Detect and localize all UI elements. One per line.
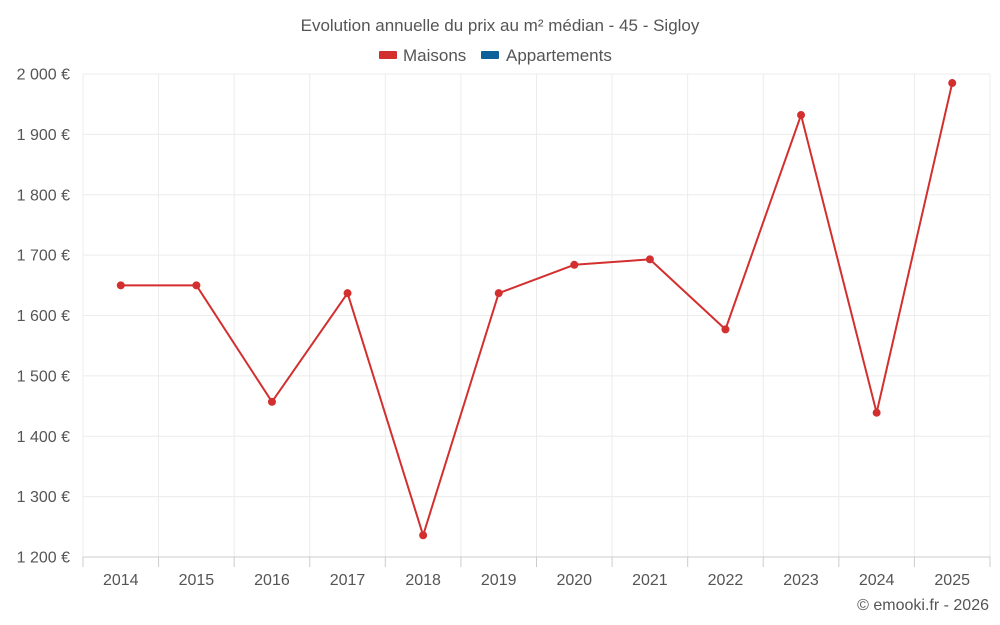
data-point[interactable]: [116, 281, 125, 290]
y-tick-label: 1 500 €: [17, 368, 70, 385]
data-point[interactable]: [419, 531, 428, 540]
data-point[interactable]: [797, 111, 806, 120]
x-tick-label: 2019: [481, 572, 517, 589]
data-point[interactable]: [570, 260, 579, 269]
legend-swatch-maisons[interactable]: [379, 51, 397, 59]
y-tick-label: 1 400 €: [17, 429, 70, 446]
legend: Maisons Appartements: [379, 46, 612, 65]
series-maisons: [116, 79, 957, 540]
y-tick-label: 1 300 €: [17, 489, 70, 506]
x-tick-label: 2025: [934, 572, 970, 589]
data-point[interactable]: [267, 397, 276, 406]
x-tick-label: 2017: [330, 572, 366, 589]
data-point[interactable]: [645, 255, 654, 264]
data-point[interactable]: [192, 281, 201, 290]
x-tick-label: 2021: [632, 572, 668, 589]
x-tick-label: 2020: [556, 572, 592, 589]
x-tick-label: 2022: [708, 572, 744, 589]
data-point[interactable]: [721, 325, 730, 334]
data-point[interactable]: [343, 289, 352, 298]
y-tick-label: 2 000 €: [17, 67, 70, 84]
data-point[interactable]: [494, 289, 503, 298]
credit: © emooki.fr - 2026: [857, 597, 989, 614]
legend-label-appartements[interactable]: Appartements: [506, 46, 612, 65]
data-point[interactable]: [872, 408, 881, 417]
x-tick-label: 2016: [254, 572, 290, 589]
x-axis: 2014 2015 2016 2017 2018 2019 2020 2021 2022 2023…: [82, 557, 991, 589]
x-tick-label: 2023: [783, 572, 819, 589]
y-tick-label: 1 700 €: [17, 248, 70, 265]
y-axis: 1 200 € 1 300 € 1 400 € 1 500 € 1 600 € 1 700…: [17, 67, 70, 567]
y-tick-label: 1 800 €: [17, 187, 70, 204]
data-point[interactable]: [948, 79, 957, 88]
x-gridlines: [82, 74, 991, 557]
y-tick-label: 1 900 €: [17, 127, 70, 144]
legend-label-maisons[interactable]: Maisons: [403, 46, 466, 65]
series-line-maisons: [120, 82, 954, 537]
legend-swatch-appartements[interactable]: [481, 51, 499, 59]
y-tick-label: 1 600 €: [17, 308, 70, 325]
x-tick-label: 2018: [405, 572, 441, 589]
chart-title: Evolution annuelle du prix au m² médian …: [301, 16, 700, 35]
x-tick-label: 2015: [179, 572, 215, 589]
x-tick-label: 2014: [103, 572, 139, 589]
y-tick-label: 1 200 €: [17, 550, 70, 567]
x-tick-label: 2024: [859, 572, 895, 589]
